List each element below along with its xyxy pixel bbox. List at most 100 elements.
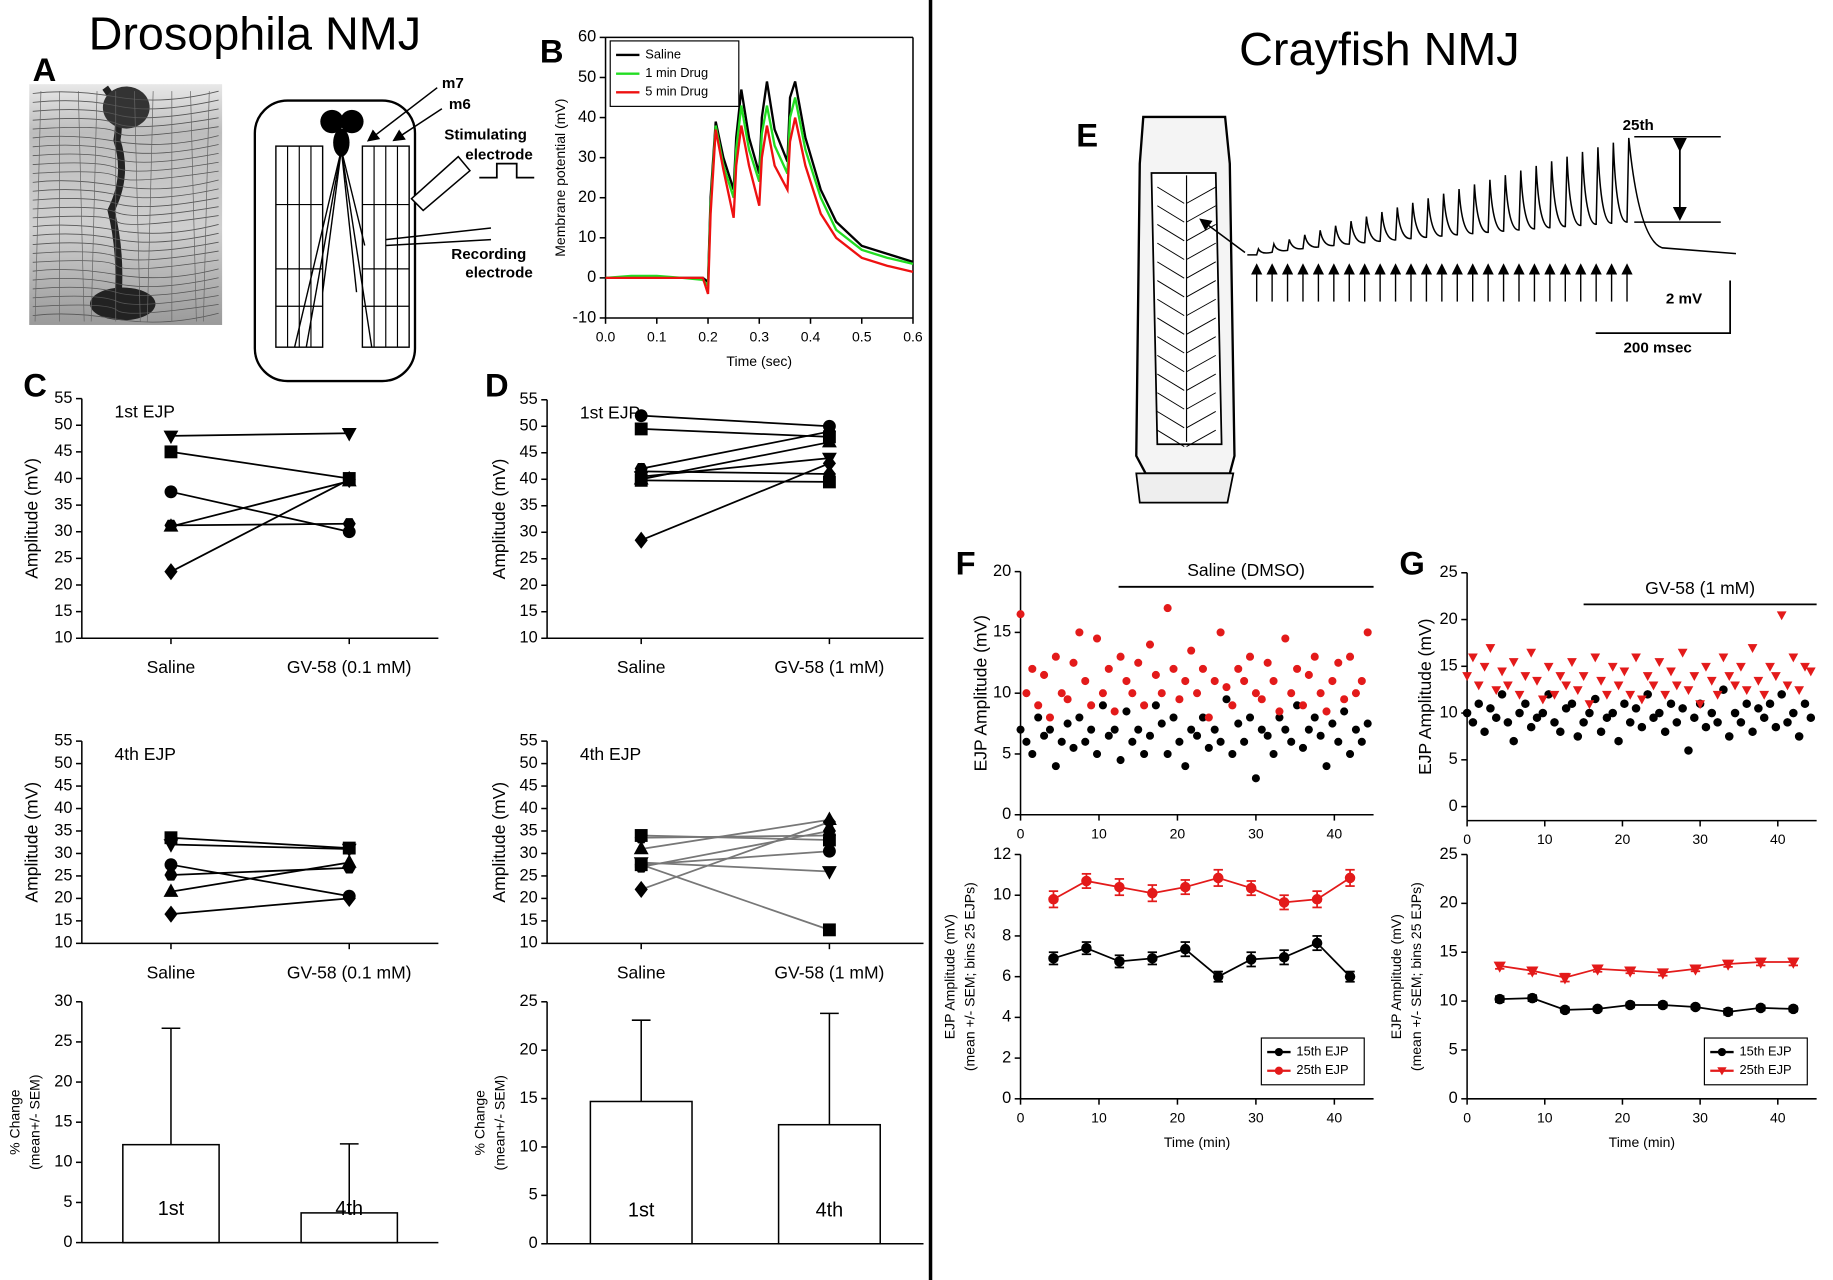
- y-tick-label: 25: [54, 866, 72, 884]
- marker: [1287, 689, 1296, 698]
- x-tick-label: Saline: [617, 657, 666, 677]
- marker: [1620, 699, 1629, 708]
- marker: [821, 866, 837, 880]
- marker: [1346, 652, 1355, 661]
- y-axis-label: (mean +/- SEM; bins 25 EJPs): [962, 882, 978, 1071]
- photo-line: [32, 144, 219, 154]
- marker: [1257, 695, 1266, 704]
- marker: [1526, 648, 1537, 658]
- trace-label: 25th: [1623, 117, 1654, 134]
- bar-label: 1st: [158, 1198, 185, 1220]
- marker: [341, 854, 357, 868]
- schematic-label: m7: [442, 75, 464, 92]
- x-axis-label: Time (sec): [726, 353, 792, 369]
- pulse-symbol: [479, 162, 535, 179]
- marker: [1212, 872, 1224, 884]
- marker: [822, 923, 836, 937]
- marker: [1287, 737, 1296, 746]
- schematic-label: m6: [449, 96, 471, 113]
- marker: [1572, 686, 1583, 696]
- marker: [1624, 999, 1636, 1011]
- marker: [1724, 672, 1735, 682]
- marker: [1216, 628, 1225, 637]
- hatch-line: [1186, 373, 1216, 391]
- treatment-label: GV-58 (1 mM): [1645, 578, 1755, 598]
- marker: [1022, 737, 1031, 746]
- series-line: [170, 836, 350, 849]
- marker: [1040, 731, 1049, 740]
- photo-line: [32, 206, 219, 216]
- marker: [1657, 999, 1669, 1011]
- marker: [1328, 719, 1337, 728]
- marker: [1497, 690, 1507, 699]
- marker: [1677, 648, 1688, 658]
- y-tick-label: 0: [1449, 1089, 1458, 1107]
- marker: [1311, 937, 1323, 949]
- marker: [1624, 966, 1637, 978]
- marker: [1509, 736, 1518, 746]
- marker: [1016, 610, 1025, 619]
- marker: [1794, 686, 1805, 696]
- marker: [1596, 676, 1606, 686]
- y-tick-label: 15: [520, 911, 538, 929]
- marker: [1538, 708, 1548, 718]
- marker: [1147, 953, 1158, 964]
- hatch-line: [1157, 317, 1185, 335]
- series-line: [170, 843, 350, 850]
- marker: [1567, 699, 1577, 708]
- legend-label: 5 min Drug: [645, 84, 708, 99]
- y-tick-label: 20: [54, 1072, 72, 1090]
- series-line: [640, 821, 830, 891]
- marker: [1526, 966, 1539, 978]
- marker: [1765, 662, 1775, 672]
- marker: [341, 843, 357, 858]
- hatch-line: [1186, 336, 1216, 354]
- photo-line: [32, 117, 219, 128]
- y-tick-label: 50: [520, 417, 538, 435]
- marker: [1655, 708, 1664, 718]
- marker: [1240, 676, 1249, 686]
- series-line: [641, 850, 830, 866]
- marker: [1351, 689, 1360, 698]
- x-tick-label: Saline: [147, 657, 196, 677]
- photo-line: [34, 91, 42, 322]
- photo-line: [32, 268, 219, 279]
- hatch-line: [1157, 280, 1185, 298]
- y-tick-label: 55: [54, 389, 72, 407]
- hatch-line: [1186, 261, 1216, 279]
- photo-line: [32, 295, 219, 305]
- marker: [1057, 689, 1066, 698]
- x-tick-label: GV-58 (0.1 mM): [287, 962, 412, 982]
- marker: [1527, 992, 1538, 1004]
- marker: [1128, 689, 1137, 698]
- x-tick-label: 30: [1248, 1109, 1264, 1125]
- marker: [1656, 968, 1669, 980]
- marker: [1063, 695, 1072, 704]
- marker: [1602, 713, 1612, 723]
- marker: [1069, 743, 1078, 752]
- marker: [1787, 957, 1800, 969]
- x-tick-label: 0.3: [750, 329, 770, 345]
- panel-title: 1st EJP: [580, 402, 640, 422]
- marker: [1508, 658, 1519, 668]
- photo-line: [77, 91, 85, 322]
- y-tick-label: 45: [520, 443, 538, 461]
- y-tick-label: 15: [54, 911, 72, 929]
- series-line: [170, 432, 350, 437]
- y-axis-label: Amplitude (mV): [21, 458, 41, 579]
- marker: [1357, 737, 1366, 746]
- marker: [1701, 722, 1711, 732]
- marker: [1493, 961, 1506, 973]
- photo-line: [32, 224, 219, 234]
- y-axis-label: (mean +/- SEM; bins 25 EJPs): [1408, 882, 1424, 1071]
- y-tick-label: 10: [54, 629, 72, 647]
- marker: [1718, 653, 1729, 663]
- marker: [634, 531, 648, 549]
- marker: [1479, 662, 1490, 672]
- y-tick-label: 12: [993, 845, 1011, 863]
- marker: [1351, 725, 1360, 734]
- panel-label: A: [33, 51, 57, 88]
- marker: [1592, 1003, 1603, 1015]
- photo-line: [32, 197, 219, 208]
- nerve: [305, 149, 343, 348]
